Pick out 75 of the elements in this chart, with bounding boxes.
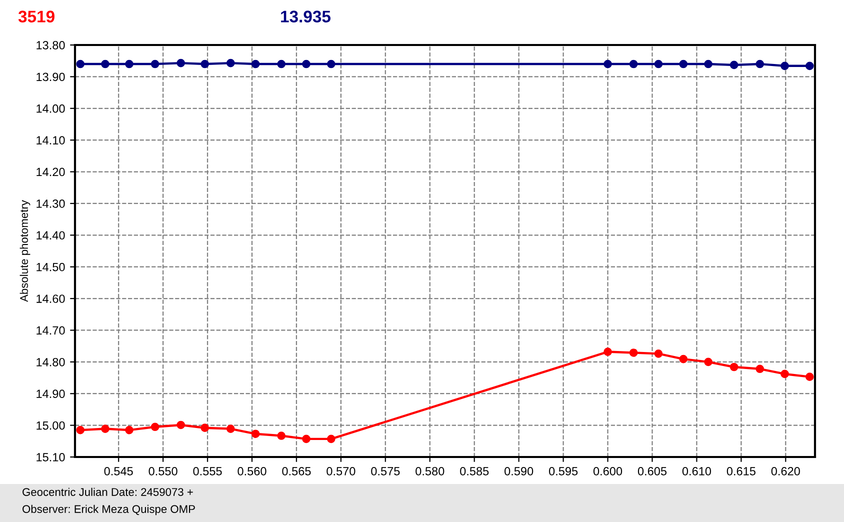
x-tick-label: 0.585 <box>460 467 489 476</box>
x-tick-label: 0.560 <box>238 467 266 476</box>
x-tick-label: 0.605 <box>638 467 667 476</box>
y-tick-label: 13.80 <box>36 41 65 50</box>
text: 13.935 <box>281 10 331 22</box>
text: Observer: Erick Meza Quispe OMP <box>22 504 195 516</box>
y-tick-label: 14.90 <box>36 390 65 398</box>
point <box>101 424 110 433</box>
point <box>679 354 688 364</box>
x-tick-label: 0.610 <box>682 467 712 476</box>
x-tick-label: 0.600 <box>593 467 622 476</box>
y-tick-label: 14.40 <box>36 231 65 240</box>
point <box>629 348 638 357</box>
x-tick-label: 0.620 <box>771 467 800 476</box>
point <box>780 370 789 378</box>
point <box>226 424 235 433</box>
point <box>101 60 110 68</box>
y-tick-label: 14.00 <box>36 104 65 113</box>
point <box>604 348 612 356</box>
point <box>302 60 310 68</box>
point <box>805 62 814 70</box>
x-tick-label: 0.550 <box>148 467 178 476</box>
point <box>805 372 814 381</box>
x-tick-label: 0.575 <box>371 467 400 476</box>
point <box>629 60 638 68</box>
y-tick-label: 14.20 <box>36 168 65 176</box>
point <box>251 60 260 68</box>
x-tick-label: 0.615 <box>726 467 756 476</box>
point <box>302 434 310 444</box>
y-tick-label: 15.10 <box>36 453 65 462</box>
y-tick-label: 13.90 <box>36 72 65 82</box>
point <box>226 58 235 68</box>
x-tick-label: 0.570 <box>326 467 356 476</box>
point <box>150 60 160 68</box>
x-tick-label: 0.590 <box>504 467 534 476</box>
point <box>730 362 738 372</box>
point <box>200 424 210 432</box>
point <box>76 426 85 434</box>
y-axis-title: Absolute photometry <box>20 200 30 302</box>
x-tick-label: 0.565 <box>282 467 311 476</box>
point <box>200 60 210 68</box>
x-tick-label: 0.580 <box>416 467 444 476</box>
point <box>654 350 663 358</box>
text: Geocentric Julian Date: 2459073 + <box>22 488 193 496</box>
point <box>704 358 712 366</box>
point <box>251 430 260 438</box>
y-tick-label: 15.00 <box>36 421 65 430</box>
point <box>756 60 764 68</box>
point <box>176 58 186 68</box>
point <box>277 432 286 440</box>
point <box>125 60 134 68</box>
y-tick-label: 14.30 <box>36 199 65 208</box>
point <box>277 60 286 68</box>
y-tick-label: 14.70 <box>36 326 65 335</box>
x-tick-label: 0.595 <box>548 467 578 476</box>
y-tick-label: 14.10 <box>36 136 65 144</box>
x-tick-label: 0.545 <box>104 467 133 476</box>
y-tick-label: 14.80 <box>36 358 65 366</box>
point <box>176 420 186 430</box>
y-tick-label: 14.50 <box>36 262 65 272</box>
y-tick-label: 14.60 <box>36 294 65 303</box>
x-tick-label: 0.555 <box>193 467 222 476</box>
point <box>730 60 738 70</box>
point <box>604 60 612 68</box>
point <box>125 426 134 434</box>
point <box>679 60 688 68</box>
point <box>326 434 336 444</box>
point <box>150 422 160 432</box>
point <box>756 364 764 374</box>
text: 3519 <box>18 10 54 22</box>
point <box>76 60 85 68</box>
point <box>780 62 789 70</box>
point <box>654 60 663 68</box>
point <box>704 60 712 68</box>
point <box>326 60 336 68</box>
